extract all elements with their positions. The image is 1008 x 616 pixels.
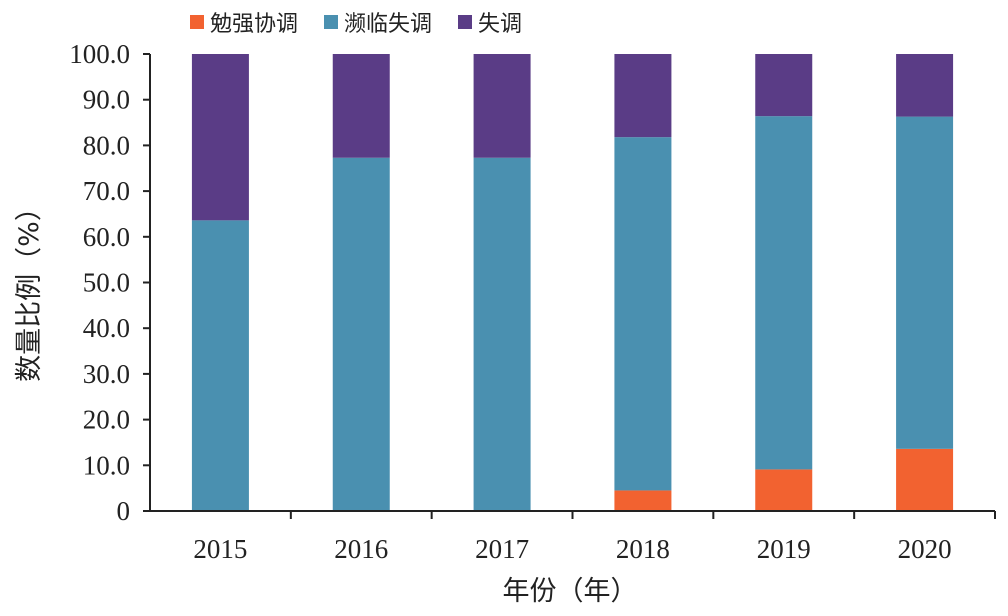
y-tick-label-10: 100.0 (69, 39, 130, 69)
bar-2016-series-2 (332, 54, 390, 158)
x-tick-label-2015: 2015 (193, 534, 247, 564)
y-tick-label-1: 10.0 (83, 450, 130, 480)
y-tick-label-0: 0 (117, 496, 131, 526)
bar-2018-series-0 (614, 490, 672, 511)
legend-item-0: 勉强协调 (190, 6, 298, 38)
y-tick-label-3: 30.0 (83, 359, 130, 389)
legend-swatch-0 (190, 15, 204, 29)
y-tick-label-2: 20.0 (83, 405, 130, 435)
y-tick-label-4: 40.0 (83, 313, 130, 343)
bar-2015-series-1 (191, 220, 249, 511)
bar-2015-series-2 (191, 54, 249, 221)
bar-2020-series-2 (896, 54, 954, 117)
x-tick-label-2018: 2018 (616, 534, 670, 564)
legend-swatch-2 (458, 15, 473, 29)
x-tick-label-2019: 2019 (757, 534, 811, 564)
bar-2019-series-0 (755, 469, 813, 511)
x-tick-label-2017: 2017 (475, 534, 529, 564)
bars-group (191, 54, 954, 511)
x-tick-label-2020: 2020 (898, 534, 952, 564)
y-tick-label-6: 60.0 (83, 222, 130, 252)
bar-2018-series-1 (614, 137, 672, 491)
bar-2019-series-1 (755, 116, 813, 470)
legend-label-2: 失调 (478, 12, 523, 37)
y-tick-label-9: 90.0 (83, 85, 130, 115)
bar-2016-series-1 (332, 157, 390, 511)
bar-2019-series-2 (755, 54, 813, 117)
legend-label-1: 濒临失调 (344, 12, 433, 37)
legend: 勉强协调 濒临失调 失调 (190, 6, 522, 38)
y-tick-label-7: 70.0 (83, 176, 130, 206)
bar-2017-series-1 (473, 157, 531, 511)
axes-group: 2015 2016 2017 2018 2019 2020 0 10.0 20.0 30.0 40.… (69, 39, 996, 564)
bar-2020-series-1 (896, 116, 954, 449)
y-tick-label-8: 80.0 (83, 130, 130, 160)
y-tick-label-5: 50.0 (83, 268, 130, 298)
legend-label-0: 勉强协调 (210, 12, 299, 37)
bar-2017-series-2 (473, 54, 531, 158)
y-axis-title: 数量比例（%） (14, 194, 45, 382)
legend-swatch-1 (324, 15, 339, 29)
x-tick-label-2016: 2016 (334, 534, 388, 564)
legend-item-1: 濒临失调 (324, 6, 432, 38)
bar-2018-series-2 (614, 54, 672, 138)
bar-2020-series-0 (896, 448, 954, 511)
legend-item-2: 失调 (458, 6, 522, 38)
x-axis-title: 年份（年） (503, 576, 638, 607)
